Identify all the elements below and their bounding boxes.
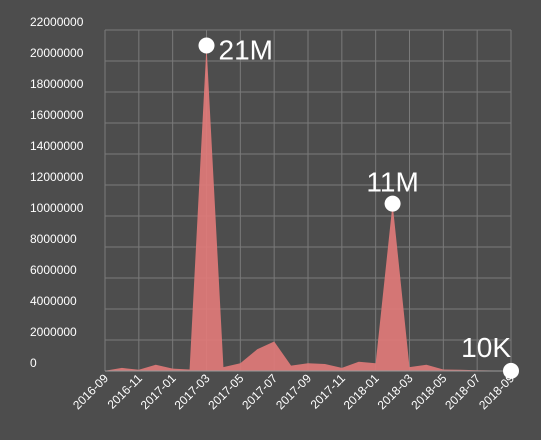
annotation-label: 10K [461,332,511,363]
data-point [358,361,360,363]
x-tick-label: 2017-09 [273,371,314,412]
y-tick-label: 12000000 [30,170,84,184]
x-tick-label: 2018-03 [375,371,416,412]
data-point [138,369,140,371]
y-tick-label: 16000000 [30,108,84,122]
y-tick-label: 14000000 [30,139,84,153]
data-point [307,362,309,364]
x-tick-label: 2018-05 [408,371,449,412]
y-tick-label: 22000000 [30,15,84,29]
x-tick-label: 2017-05 [205,371,246,412]
data-point [239,362,241,364]
y-tick-label: 18000000 [30,77,84,91]
data-point [189,368,191,370]
data-point [341,367,343,369]
y-tick-label: 4000000 [30,294,77,308]
annotation-marker [384,195,401,212]
x-tick-label: 2016-11 [105,371,146,412]
data-point [121,367,123,369]
annotation-label: 21M [219,35,273,66]
annotation-label: 11M [366,167,418,198]
data-point [324,363,326,365]
data-point [425,364,427,366]
x-tick-label: 2017-03 [172,371,213,412]
data-point [172,368,174,370]
y-tick-label: 0 [30,356,37,370]
data-point [459,369,461,371]
x-tick-label: 2018-07 [442,371,483,412]
x-tick-label: 2017-11 [308,371,349,412]
y-tick-label: 8000000 [30,232,77,246]
data-point [290,365,292,367]
annotation-marker [198,37,215,54]
x-tick-label: 2017-01 [138,371,179,412]
data-point [222,366,224,368]
data-point [442,368,444,370]
data-point [256,348,258,350]
y-tick-label: 6000000 [30,263,77,277]
data-point [375,362,377,364]
data-point [273,341,275,343]
y-tick-label: 2000000 [30,325,77,339]
area-series [105,45,511,371]
x-tick-label: 2017-07 [239,371,280,412]
x-tick-label: 2016-09 [70,371,111,412]
data-point [155,364,157,366]
annotation-marker [503,362,519,379]
data-point [409,366,411,368]
y-tick-label: 10000000 [30,201,84,215]
x-tick-label: 2018-01 [341,371,382,412]
y-tick-label: 20000000 [30,46,84,60]
